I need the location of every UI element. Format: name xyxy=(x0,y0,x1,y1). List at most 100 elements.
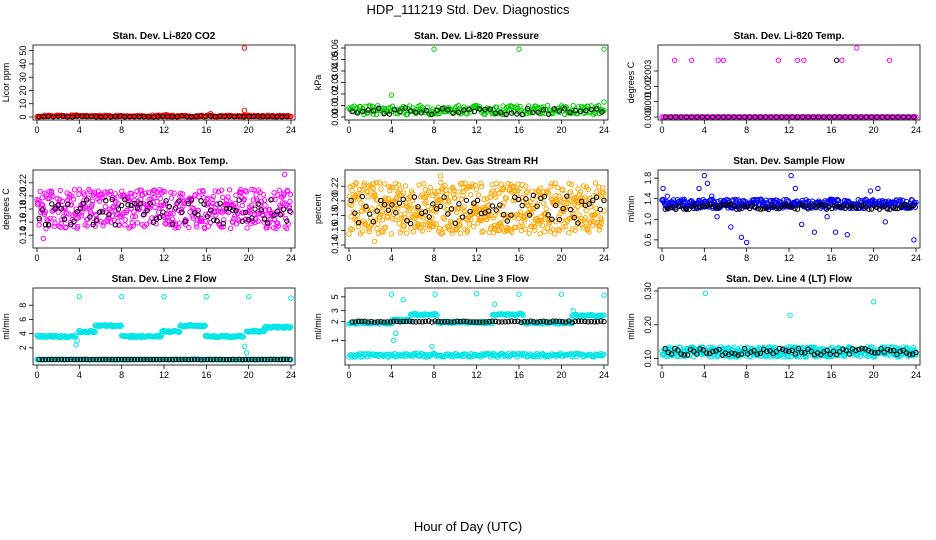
plot-frame xyxy=(32,169,296,249)
data-point-hourly xyxy=(691,348,697,355)
data-point-samples xyxy=(348,213,354,220)
data-point-samples xyxy=(374,225,380,232)
data-point-samples xyxy=(132,213,139,220)
data-point-samples xyxy=(58,220,65,227)
data-point-samples xyxy=(521,214,528,221)
data-point-hourly xyxy=(840,346,846,352)
data-point-hourly xyxy=(214,356,220,363)
data-point-samples xyxy=(467,192,474,198)
data-point-samples xyxy=(532,227,538,233)
data-point-samples xyxy=(148,113,155,120)
data-point-samples xyxy=(460,185,467,191)
data-point-hourly xyxy=(106,356,112,363)
data-point-hourly xyxy=(411,194,418,200)
data-point-hourly xyxy=(563,319,569,325)
data-point-hourly xyxy=(115,356,122,363)
data-point-samples xyxy=(393,180,399,187)
y-tick-label: 0.16 xyxy=(330,222,340,240)
data-point-hourly xyxy=(845,203,851,209)
data-point-samples xyxy=(792,185,799,192)
data-point-hourly xyxy=(355,219,362,226)
data-point-samples xyxy=(214,201,220,207)
data-point-hourly xyxy=(80,200,87,207)
data-point-samples xyxy=(102,203,108,210)
data-point-hourly xyxy=(846,351,853,357)
data-point-samples xyxy=(362,220,369,226)
data-point-segment-5 xyxy=(520,312,526,318)
data-point-hourly xyxy=(691,202,697,208)
data-point-hourly xyxy=(894,351,900,358)
data-point-hourly xyxy=(418,110,424,116)
data-point-samples xyxy=(480,228,486,234)
data-point-hourly xyxy=(179,356,185,363)
data-point-samples xyxy=(501,185,507,191)
x-tick-label: 20 xyxy=(869,125,879,135)
data-point-samples xyxy=(457,230,464,237)
data-point-hourly xyxy=(755,206,761,212)
data-point-samples xyxy=(691,354,697,360)
data-point-samples xyxy=(68,201,75,208)
data-point-samples xyxy=(549,181,555,187)
data-point-samples xyxy=(396,220,402,227)
data-point-hourly xyxy=(534,203,540,209)
data-point-samples xyxy=(504,227,511,233)
data-point-samples xyxy=(89,201,95,208)
x-tick-label: 16 xyxy=(514,125,524,135)
data-point-samples xyxy=(285,188,291,195)
data-point-samples xyxy=(369,206,375,212)
data-point-hourly xyxy=(93,217,99,224)
data-point-hourly xyxy=(882,202,888,208)
x-tick-label: 20 xyxy=(244,253,254,263)
data-point-hourly xyxy=(362,318,368,324)
data-point-hourly xyxy=(732,351,738,357)
data-point-samples xyxy=(426,226,432,233)
data-point-hourly xyxy=(426,214,432,220)
data-point-hourly xyxy=(578,318,585,324)
panel-title: Stan. Dev. Amb. Box Temp. xyxy=(100,156,228,167)
data-point-hourly xyxy=(667,204,674,211)
data-point-hourly xyxy=(887,347,894,354)
data-point-samples xyxy=(100,222,106,229)
data-point-hourly xyxy=(163,198,169,204)
data-point-samples xyxy=(157,195,163,202)
data-point-hourly xyxy=(191,356,198,363)
data-point-samples xyxy=(89,198,96,204)
data-point-hourly xyxy=(662,206,668,212)
data-point-hourly xyxy=(763,205,769,211)
data-points xyxy=(34,293,294,363)
data-point-samples xyxy=(167,113,174,120)
x-tick-label: 12 xyxy=(784,370,794,380)
data-point-hourly xyxy=(84,197,90,203)
data-point-hourly xyxy=(860,202,867,209)
data-point-hourly xyxy=(911,202,917,209)
data-point-hourly xyxy=(712,204,719,211)
data-point-samples xyxy=(387,187,393,194)
data-point-segment-8 xyxy=(259,328,266,335)
data-point-samples xyxy=(287,198,293,205)
data-point-hourly xyxy=(884,206,891,212)
data-point-samples xyxy=(886,57,893,63)
data-point-samples xyxy=(375,221,381,227)
data-point-hourly xyxy=(176,198,182,204)
data-point-samples xyxy=(688,57,695,63)
data-point-hourly xyxy=(195,356,201,363)
data-point-samples xyxy=(213,212,219,218)
data-point-samples xyxy=(574,204,581,210)
data-point-hourly xyxy=(668,351,675,357)
x-tick-label: 4 xyxy=(389,125,394,135)
data-point-samples xyxy=(498,220,504,226)
data-point-baseline xyxy=(519,351,525,357)
data-point-samples xyxy=(84,223,90,229)
data-point-hourly xyxy=(400,318,406,325)
data-point-hourly xyxy=(112,222,119,228)
data-point-samples xyxy=(505,180,511,187)
data-point-samples xyxy=(143,221,150,228)
data-point-samples xyxy=(414,224,421,230)
data-point-hourly xyxy=(688,203,695,210)
data-point-hourly xyxy=(502,319,508,325)
data-point-hourly xyxy=(723,202,729,209)
data-point-hourly xyxy=(198,356,204,363)
data-point-hourly xyxy=(230,356,236,363)
data-point-hourly xyxy=(42,222,49,228)
data-point-hourly xyxy=(526,212,533,218)
